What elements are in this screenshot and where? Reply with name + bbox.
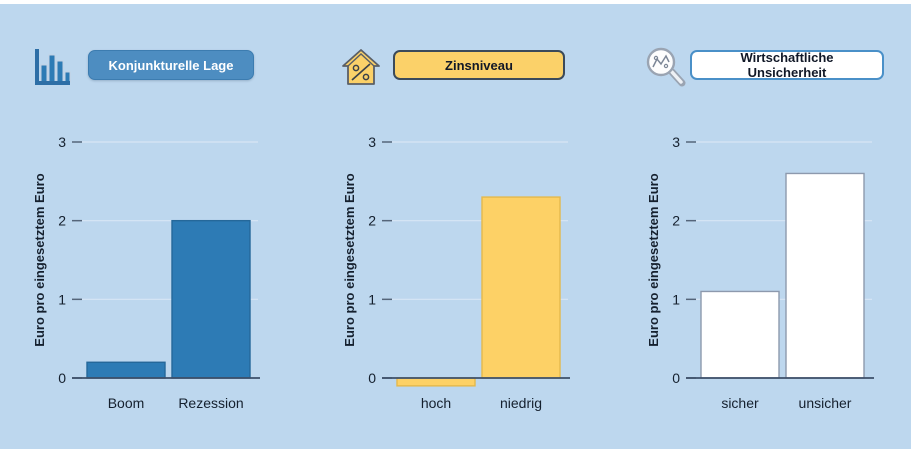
x-category-label: sicher — [721, 395, 759, 411]
bar-Rezession — [171, 219, 251, 379]
house-percent-icon — [338, 45, 384, 89]
x-category-label: hoch — [421, 395, 451, 411]
y-tick-label: 2 — [368, 213, 376, 229]
chart-wirtschaftliche-unsicherheit: 0 1 2 3 sicher unsicher Euro pro eingesetztem … — [646, 134, 874, 411]
y-tick-label: 1 — [672, 291, 680, 307]
chart-konjunkturelle-lage: 0 1 2 3 Boom Rezession Euro pro eingesetztem E… — [32, 134, 260, 411]
bar-niedrig — [481, 196, 561, 379]
x-category-label: unsicher — [799, 395, 852, 411]
chart-zinsniveau: 0 1 2 3 hoch niedrig Euro pro eingesetztem Eur… — [342, 134, 570, 411]
y-tick-label: 2 — [58, 213, 66, 229]
bar-Boom — [86, 361, 166, 379]
y-tick-label: 1 — [368, 291, 376, 307]
bar-chart-icon — [28, 45, 74, 89]
y-axis-title: Euro pro eingesetztem Euro — [32, 173, 47, 346]
panel-zinsniveau: Zinsniveau 0 1 2 3 hoch niedrig Euro pro einge… — [338, 45, 608, 428]
y-axis-title: Euro pro eingesetztem Euro — [646, 173, 661, 346]
wirtschaftliche-unsicherheit-button[interactable]: Wirtschaftliche Unsicherheit — [690, 50, 884, 80]
y-tick-label: 0 — [672, 370, 680, 386]
panel-wirtschaftliche-unsicherheit: Wirtschaftliche Unsicherheit 0 1 2 3 sicher u… — [642, 45, 911, 428]
zinsniveau-button[interactable]: Zinsniveau — [393, 50, 565, 80]
y-tick-label: 1 — [58, 291, 66, 307]
x-category-label: Boom — [108, 395, 145, 411]
bar-hoch — [396, 377, 476, 387]
x-category-label: Rezession — [178, 395, 243, 411]
y-tick-label: 0 — [58, 370, 66, 386]
panel-konjunkturelle-lage: Konjunkturelle Lage 0 1 2 3 Boom Rezession Eur… — [28, 45, 298, 428]
slide-canvas: Konjunkturelle Lage 0 1 2 3 Boom Rezession Eur… — [0, 4, 911, 449]
y-tick-label: 3 — [368, 134, 376, 150]
bar-sicher — [700, 290, 780, 379]
konjunkturelle-lage-button[interactable]: Konjunkturelle Lage — [88, 50, 254, 80]
panel-header: Konjunkturelle Lage — [28, 45, 298, 89]
y-tick-label: 0 — [368, 370, 376, 386]
y-axis-title: Euro pro eingesetztem Euro — [342, 173, 357, 346]
x-category-label: niedrig — [500, 395, 542, 411]
panel-header: Zinsniveau — [338, 45, 608, 89]
panel-header: Wirtschaftliche Unsicherheit — [642, 45, 911, 89]
y-tick-label: 3 — [672, 134, 680, 150]
bar-unsicher — [785, 172, 865, 379]
y-tick-label: 3 — [58, 134, 66, 150]
y-tick-label: 2 — [672, 213, 680, 229]
magnifier-chart-icon — [642, 45, 688, 89]
